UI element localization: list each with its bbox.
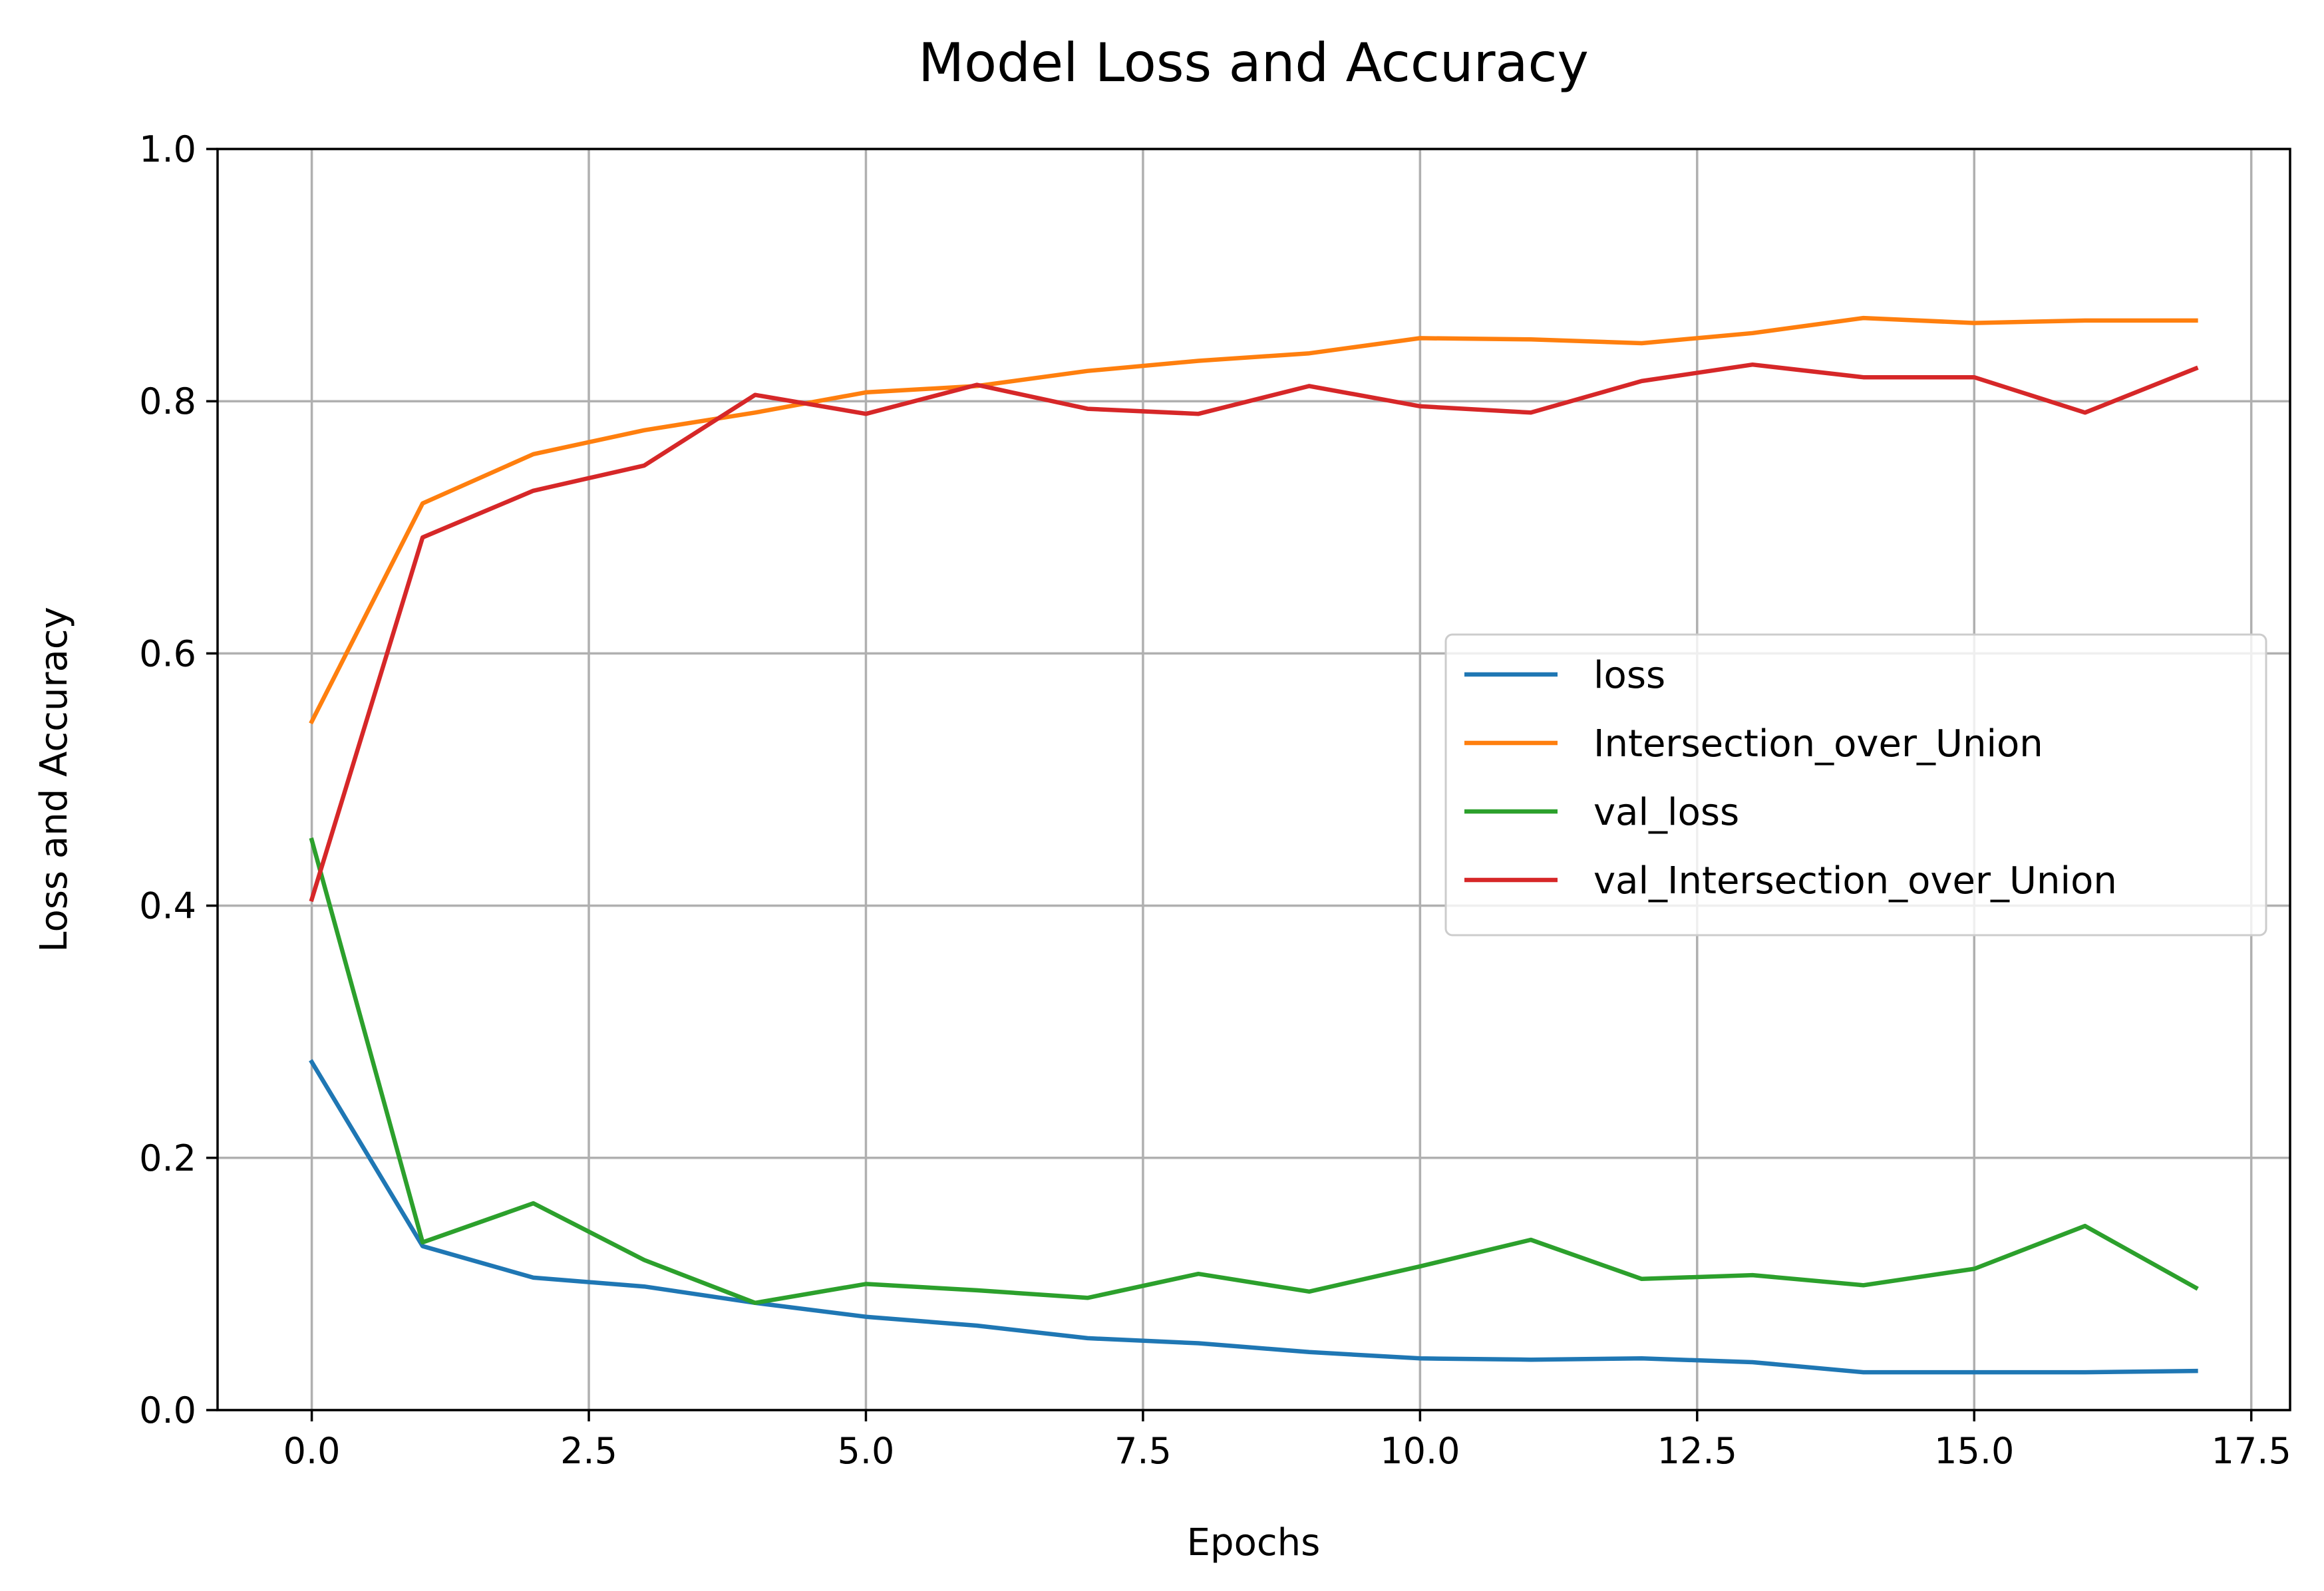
legend-label: val_loss [1593, 791, 1739, 834]
plot-frame [216, 148, 2291, 1411]
series-line-val-loss [309, 837, 2199, 1306]
x-tick-label: 2.5 [560, 1430, 617, 1472]
chart-title: Model Loss and Accuracy [918, 32, 1589, 94]
x-tick-label: 12.5 [1657, 1430, 1737, 1472]
y-tick-label: 0.8 [139, 380, 196, 422]
y-tick-label: 0.4 [139, 885, 196, 927]
x-tick-label: 17.5 [2212, 1430, 2291, 1472]
tick-layer: 0.0 2.5 5.0 7.5 10.0 12.5 15.0 17.5 0.0 0.2 0.4 0.6… [139, 128, 2291, 1472]
legend: loss Intersection_over_Union val_loss val_I… [1444, 633, 2267, 937]
series-layer [309, 315, 2199, 1375]
series-line-loss [309, 1059, 2198, 1375]
x-tick-label: 5.0 [838, 1430, 895, 1472]
legend-label: loss [1593, 654, 1665, 697]
legend-label: Intersection_over_Union [1593, 722, 2043, 766]
legend-label: val_Intersection_over_Union [1593, 859, 2117, 903]
series-line-val-intersection-over-union [309, 362, 2199, 903]
y-tick-label: 0.6 [139, 633, 196, 674]
x-tick-label: 10.0 [1380, 1430, 1460, 1472]
legend-frame [1444, 633, 2267, 937]
y-tick-label: 0.0 [139, 1389, 196, 1431]
x-axis-label: Epochs [1187, 1521, 1321, 1564]
x-tick-label: 15.0 [1934, 1430, 2014, 1472]
x-tick-label: 7.5 [1114, 1430, 1172, 1472]
series-line-intersection-over-union [309, 315, 2198, 725]
y-tick-label: 0.2 [139, 1137, 196, 1179]
y-tick-label: 1.0 [139, 128, 196, 170]
y-axis-label: Loss and Accuracy [33, 607, 76, 952]
x-tick-label: 0.0 [283, 1430, 341, 1472]
